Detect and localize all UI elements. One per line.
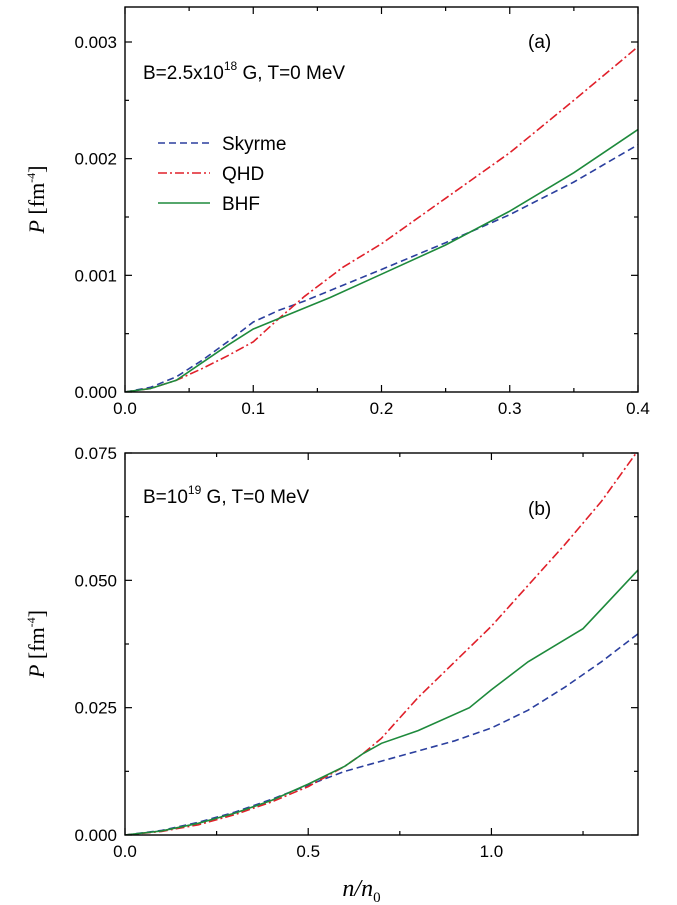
panel-b-field-annotation: B=1019 G, T=0 MeV xyxy=(143,483,309,508)
panel-a-y-axis-label: P [fm-4] xyxy=(24,165,49,234)
panel-a-pressure-plot: 0.0 0.1 0.2 0.3 0.4 0.000 0.001 0.002 0.003 P [fm… xyxy=(24,6,650,418)
panel-a-xtick-label: 0.0 xyxy=(113,399,137,418)
legend-label-skyrme: Skyrme xyxy=(222,134,286,155)
panel-a-series-qhd-line xyxy=(125,46,638,392)
panel-a-ytick-label: 0.000 xyxy=(74,383,117,402)
panel-b-series-skyrme-line xyxy=(125,633,638,835)
panel-b-ytick-label: 0.025 xyxy=(74,699,117,718)
panel-a-ytick-label: 0.002 xyxy=(74,150,117,169)
panel-b-series-qhd-line xyxy=(125,453,638,835)
panel-b-axes-frame xyxy=(124,452,639,836)
panel-a-ytick-label: 0.003 xyxy=(74,33,117,52)
panel-b-panel-label: (b) xyxy=(528,499,551,520)
panel-a-xtick-label: 0.4 xyxy=(626,399,650,418)
legend-label-qhd: QHD xyxy=(222,164,264,185)
legend: Skyrme QHD BHF xyxy=(158,134,286,215)
panel-a-xtick-label: 0.2 xyxy=(370,399,394,418)
panel-a-series-skyrme-line xyxy=(125,144,638,392)
panel-b-ytick-label: 0.000 xyxy=(74,826,117,845)
panel-b-xtick-label: 0.0 xyxy=(113,842,137,861)
panel-a-panel-label: (a) xyxy=(528,32,551,53)
panel-a-ytick-label: 0.001 xyxy=(74,266,117,285)
panel-b-xtick-label: 0.5 xyxy=(296,842,320,861)
panel-a-xtick-label: 0.1 xyxy=(241,399,265,418)
legend-label-bhf: BHF xyxy=(222,194,260,215)
panel-b-ytick-label: 0.050 xyxy=(74,571,117,590)
panel-b-xtick-label: 1.0 xyxy=(480,842,504,861)
panel-a-field-annotation: B=2.5x1018 G, T=0 MeV xyxy=(143,59,345,84)
panel-b-pressure-plot: 0.0 0.5 1.0 0.000 0.025 0.050 0.075 P [fm-4] B=1… xyxy=(24,444,639,905)
panel-b-series-bhf-line xyxy=(125,569,638,835)
panel-a-series-bhf-line xyxy=(125,128,638,392)
panel-b-y-axis-label: P [fm-4] xyxy=(24,610,49,679)
panel-a-xtick-label: 0.3 xyxy=(498,399,522,418)
x-axis-label: n/n0 xyxy=(342,876,380,905)
panel-b-ytick-label: 0.075 xyxy=(74,444,117,463)
